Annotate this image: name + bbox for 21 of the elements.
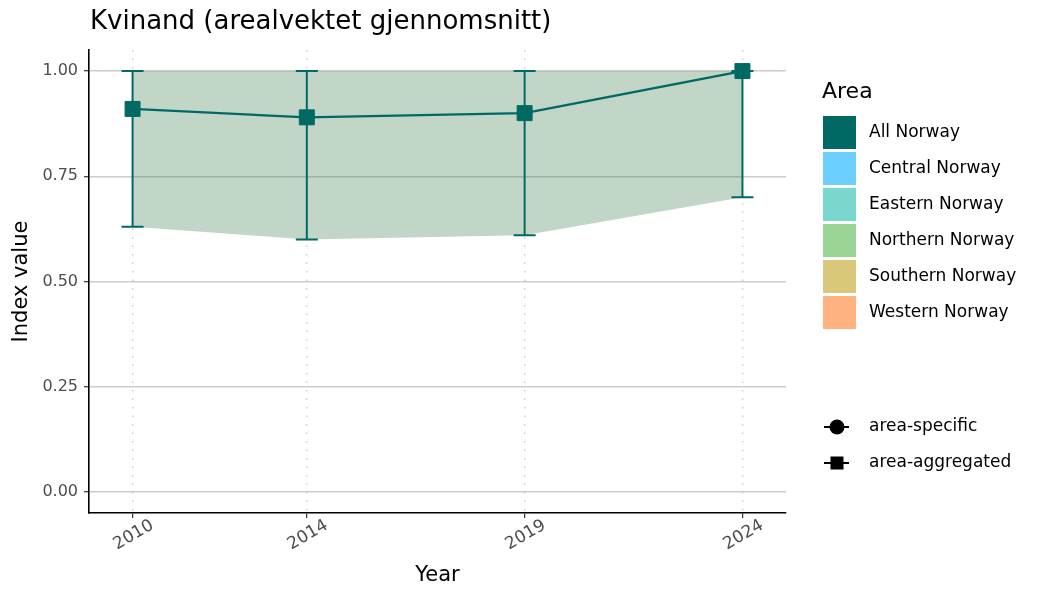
x-axis-title: Year [414, 562, 461, 587]
chart-title: Kvinand (arealvektet gjennomsnitt) [90, 4, 552, 35]
legend-label: area-specific [869, 415, 978, 436]
y-tick-label: 0.00 [42, 481, 78, 501]
y-tick-label: 0.25 [42, 375, 78, 395]
point [516, 105, 533, 122]
legend-label: All Norway [869, 121, 960, 142]
y-axis-title: Index value [7, 220, 32, 343]
legend-label: area-aggregated [869, 451, 1012, 472]
legend-title: Area [822, 77, 873, 103]
legend-label: Western Norway [869, 301, 1009, 322]
point [734, 63, 751, 80]
legend-label: Central Norway [869, 157, 1001, 178]
legend-label: Southern Norway [869, 265, 1017, 286]
legend-label: Eastern Norway [869, 193, 1004, 214]
y-tick-label: 0.50 [42, 270, 78, 290]
point [124, 100, 141, 117]
y-tick-label: 0.75 [42, 165, 78, 185]
point [298, 109, 315, 126]
legend-label: Northern Norway [869, 229, 1015, 250]
y-tick-label: 1.00 [42, 60, 78, 80]
